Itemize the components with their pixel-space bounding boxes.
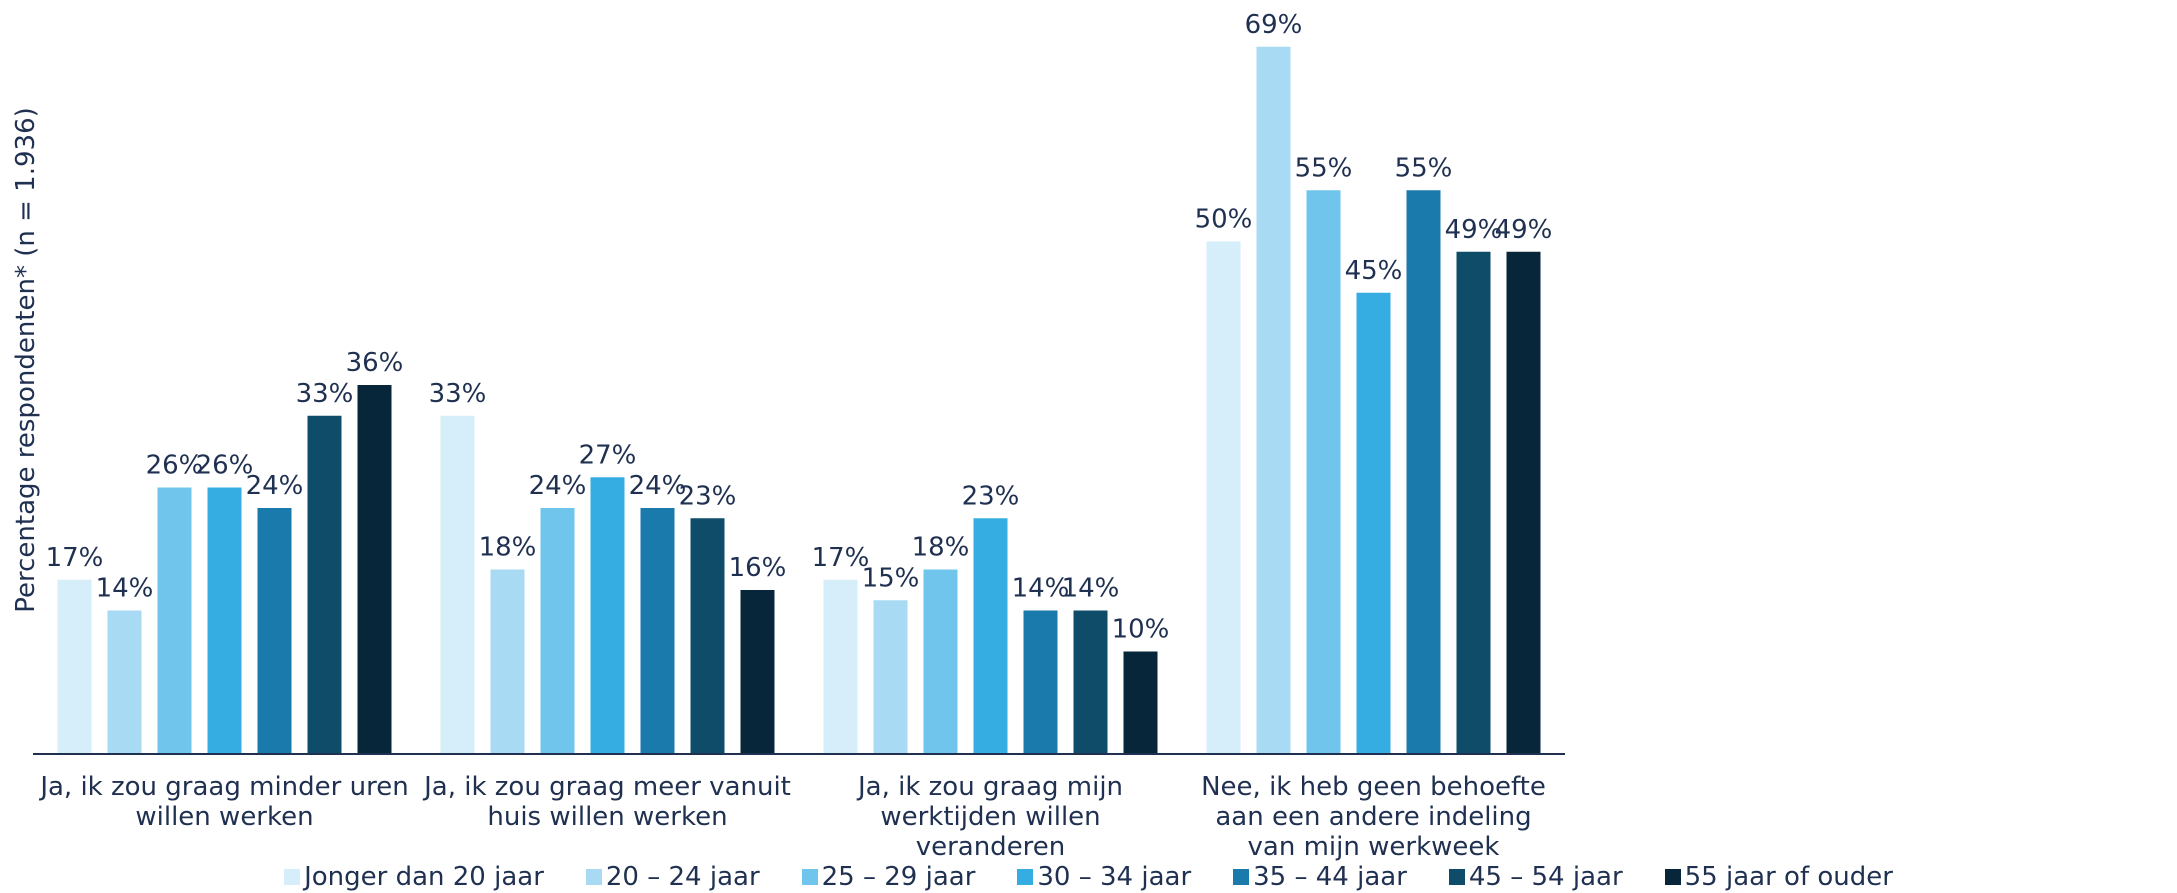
data-label: 17% — [46, 543, 104, 573]
bar — [1023, 610, 1058, 754]
data-label: 17% — [812, 543, 870, 573]
data-label: 24% — [529, 471, 587, 501]
legend-label: 30 – 34 jaar — [1037, 862, 1192, 892]
legend-item: 35 – 44 jaar — [1233, 862, 1407, 892]
x-tick-label: Ja, ik zou graag meer vanuit huis willen… — [424, 772, 791, 832]
legend-label: 25 – 29 jaar — [821, 862, 976, 892]
bar — [590, 477, 625, 754]
legend: Jonger dan 20 jaar 20 – 24 jaar 25 – 29 ja… — [0, 862, 2177, 892]
x-tick-label: Ja, ik zou graag mijn werktijden willen … — [857, 772, 1124, 862]
data-label: 15% — [862, 563, 920, 593]
bar — [923, 569, 958, 754]
legend-item: 25 – 29 jaar — [801, 862, 976, 892]
bar — [1306, 190, 1341, 754]
data-label: 33% — [429, 379, 487, 409]
legend-label: 20 – 24 jaar — [605, 862, 760, 892]
bar — [307, 415, 342, 754]
x-tick-label: Nee, ik heb geen behoefte aan een andere… — [1201, 772, 1546, 862]
data-label: 24% — [629, 471, 687, 501]
bar — [440, 415, 475, 754]
legend-swatch — [801, 869, 818, 885]
data-label: 50% — [1195, 205, 1253, 235]
data-label: 23% — [962, 481, 1020, 511]
data-label: 55% — [1295, 153, 1353, 183]
legend-item: 30 – 34 jaar — [1017, 862, 1191, 892]
bar — [357, 385, 392, 754]
bar — [1206, 241, 1241, 754]
bar — [1256, 46, 1291, 754]
data-label: 18% — [912, 533, 970, 563]
bar — [823, 579, 858, 754]
bar — [257, 508, 292, 754]
data-label: 33% — [296, 379, 354, 409]
legend-swatch — [1017, 869, 1034, 885]
data-label: 26% — [196, 451, 254, 481]
bar — [1456, 251, 1491, 754]
data-label: 27% — [579, 440, 637, 470]
legend-swatch — [284, 869, 301, 885]
y-axis-label: Percentage respondenten* (n = 1.936) — [11, 107, 41, 613]
bar — [540, 508, 575, 754]
bar — [740, 590, 775, 754]
data-label: 49% — [1495, 215, 1553, 245]
bar — [490, 569, 525, 754]
data-label: 26% — [146, 451, 204, 481]
data-label: 16% — [729, 553, 787, 583]
data-label: 10% — [1112, 615, 1170, 645]
legend-item: Jonger dan 20 jaar — [284, 862, 544, 892]
data-label: 23% — [679, 481, 737, 511]
bar — [690, 518, 725, 754]
legend-label: Jonger dan 20 jaar — [304, 862, 544, 892]
bar — [57, 579, 92, 754]
bar — [973, 518, 1008, 754]
bar — [1123, 651, 1158, 754]
bar — [873, 600, 908, 754]
data-label: 36% — [346, 348, 404, 378]
bar — [207, 487, 242, 754]
data-label: 18% — [479, 533, 537, 563]
bar — [640, 508, 675, 754]
data-label: 45% — [1345, 256, 1403, 286]
data-label: 14% — [96, 574, 154, 604]
data-label: 24% — [246, 471, 304, 501]
legend-label: 55 jaar of ouder — [1684, 862, 1893, 892]
data-label: 14% — [1012, 574, 1070, 604]
x-tick-label: Ja, ik zou graag minder uren willen werk… — [40, 772, 409, 832]
legend-item: 45 – 54 jaar — [1448, 862, 1623, 892]
legend-item: 20 – 24 jaar — [585, 862, 760, 892]
bar — [1406, 190, 1441, 754]
legend-item: 55 jaar of ouder — [1664, 862, 1893, 892]
bar — [157, 487, 192, 754]
legend-label: 35 – 44 jaar — [1253, 862, 1407, 892]
data-label: 14% — [1062, 574, 1120, 604]
legend-swatch — [1233, 869, 1250, 885]
data-label: 49% — [1445, 215, 1503, 245]
bar — [107, 610, 142, 754]
data-label: 69% — [1245, 10, 1303, 40]
bar — [1506, 251, 1541, 754]
legend-label: 45 – 54 jaar — [1468, 862, 1623, 892]
legend-swatch — [1664, 869, 1681, 885]
data-label: 55% — [1395, 153, 1453, 183]
legend-swatch — [1448, 869, 1465, 885]
bar — [1073, 610, 1108, 754]
bar — [1356, 292, 1391, 754]
legend-swatch — [585, 869, 602, 885]
